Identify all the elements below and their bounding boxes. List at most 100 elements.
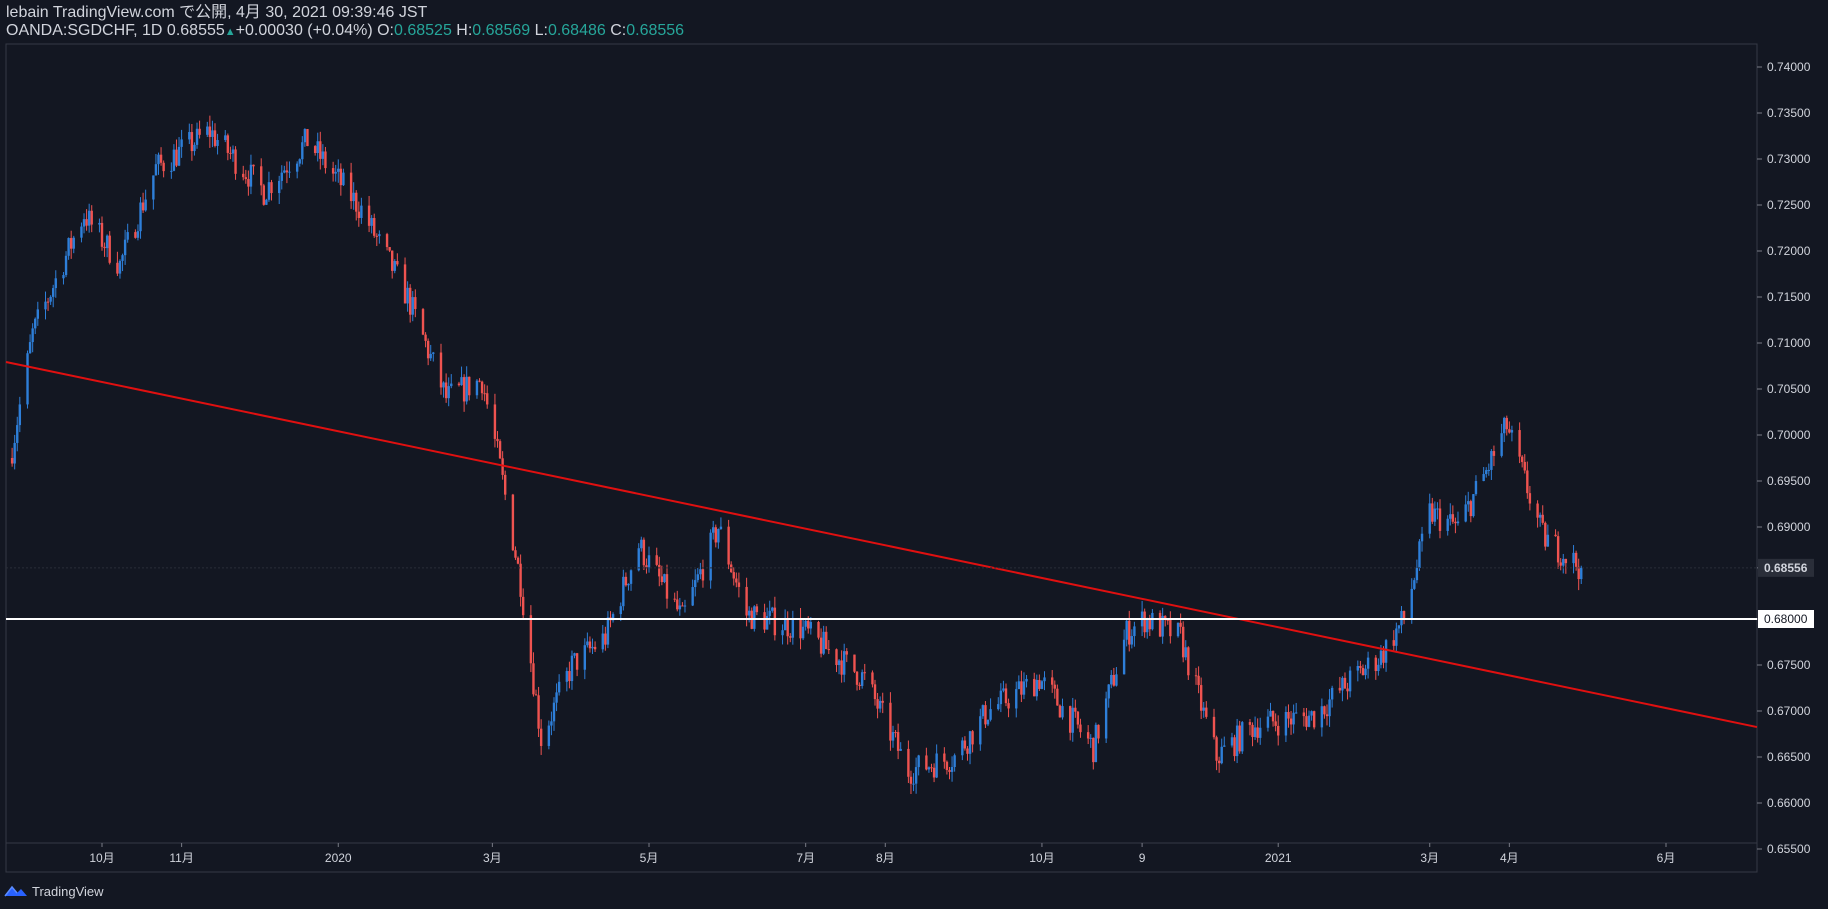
candle (18, 396, 22, 433)
candle (945, 760, 949, 775)
candles-layer (10, 115, 1583, 795)
candle (498, 439, 502, 460)
price-tick-label: 0.71000 (1767, 336, 1811, 350)
candle (514, 546, 517, 560)
candle (206, 121, 209, 138)
candle (622, 569, 625, 611)
candle (573, 652, 576, 659)
last-price: 0.68555 (166, 22, 225, 39)
candle (319, 131, 322, 170)
open-value: 0.68525 (394, 22, 452, 39)
chart-frame (5, 43, 1758, 873)
candle (1359, 660, 1362, 674)
candle (989, 698, 992, 722)
candle (378, 230, 381, 244)
candle (676, 590, 679, 612)
candle (604, 626, 607, 651)
candle (1294, 702, 1298, 714)
candle (316, 132, 319, 162)
candle (278, 175, 281, 205)
price-axis[interactable]: 0.74000 0.73500 0.73000 0.72500 0.72000 0.715… (1757, 60, 1814, 856)
candle (1269, 702, 1272, 717)
candle (324, 146, 327, 174)
candle (67, 237, 70, 260)
candle (424, 332, 427, 348)
candle (134, 229, 137, 239)
candle (1433, 501, 1437, 526)
candle (591, 638, 594, 655)
candle (853, 654, 856, 674)
candle (103, 242, 106, 257)
candle (729, 561, 733, 573)
candle (1215, 735, 1218, 771)
candle (1194, 667, 1198, 685)
candle (1035, 674, 1039, 701)
candle (1487, 463, 1490, 476)
candle (1002, 680, 1005, 693)
candle (36, 301, 39, 326)
candle (1277, 715, 1280, 746)
candle (627, 583, 630, 591)
candle (391, 250, 394, 279)
price-tick: 0.71500 (1757, 290, 1811, 304)
candle (1061, 698, 1064, 720)
candle (907, 740, 910, 783)
candle (1438, 499, 1442, 539)
candle (175, 139, 178, 168)
candle (645, 558, 648, 574)
candle (1456, 511, 1460, 526)
candle (1251, 722, 1254, 747)
candle (211, 120, 214, 148)
candle (660, 565, 664, 586)
candle (1528, 485, 1532, 511)
candle (357, 201, 361, 227)
candle (408, 284, 412, 323)
candle (1053, 680, 1056, 699)
candle (1464, 495, 1467, 523)
candle (963, 736, 967, 751)
candle (126, 223, 129, 243)
candle (673, 592, 676, 603)
price-tick: 0.69500 (1757, 474, 1811, 488)
candle (1266, 709, 1270, 732)
candle (105, 234, 109, 258)
tradingview-logo-icon (4, 885, 27, 897)
candle (1364, 664, 1367, 680)
candle (837, 659, 841, 675)
trendline[interactable] (5, 360, 1758, 729)
candle (1392, 630, 1395, 651)
candle (1212, 708, 1216, 740)
candle (1572, 545, 1575, 574)
price-tick-label: 0.67500 (1767, 658, 1811, 672)
candle (1015, 681, 1018, 718)
candle (1492, 445, 1496, 467)
candle (927, 766, 931, 773)
candle (842, 643, 846, 683)
candle (593, 641, 597, 653)
time-axis[interactable]: 10月 11月 2020 3月 5月 7月 8月 10月 9 2021 3月 4月 6月 (89, 843, 1675, 865)
candle (1574, 550, 1578, 571)
candle (342, 168, 345, 187)
open-label: O: (377, 22, 394, 39)
candle (1097, 724, 1100, 744)
candle (69, 230, 73, 259)
candle (786, 611, 789, 645)
candle (1538, 512, 1542, 527)
price-tick: 0.68000 (1757, 610, 1814, 628)
candle (930, 763, 933, 773)
candle (950, 756, 954, 782)
candle (85, 209, 88, 231)
candle (370, 215, 373, 234)
candle (26, 350, 29, 409)
candle (1526, 461, 1529, 499)
candle (144, 189, 147, 212)
time-tick: 3月 (483, 843, 502, 865)
candle (486, 385, 489, 409)
candle (1223, 736, 1226, 747)
candle (1559, 558, 1562, 571)
candle (406, 281, 409, 312)
candle (606, 611, 610, 649)
candle (265, 198, 268, 205)
price-tick-label: 0.69000 (1767, 520, 1811, 534)
